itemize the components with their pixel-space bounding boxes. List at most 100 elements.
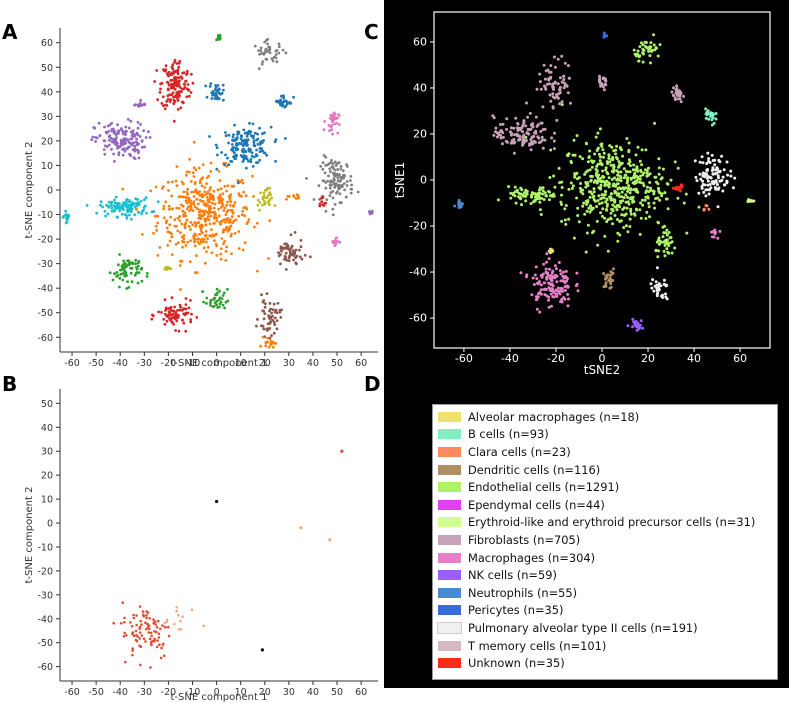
data-point: [110, 129, 114, 133]
x-tick-label: -20: [161, 358, 177, 369]
data-point: [106, 212, 110, 216]
data-point: [247, 147, 251, 151]
data-point: [176, 216, 180, 220]
data-point: [335, 191, 338, 195]
data-point: [542, 198, 546, 201]
data-point: [245, 207, 249, 211]
data-point: [216, 84, 220, 87]
data-point: [349, 187, 353, 191]
data-point: [566, 292, 570, 296]
data-point: [284, 255, 287, 259]
legend-swatch: [438, 464, 461, 475]
data-point: [263, 51, 267, 54]
data-point: [706, 188, 710, 192]
data-point: [327, 162, 331, 166]
data-point: [222, 88, 225, 92]
data-point: [331, 162, 335, 166]
data-point: [214, 213, 217, 217]
data-point: [274, 53, 278, 56]
data-point: [145, 627, 148, 631]
data-point: [110, 209, 114, 213]
data-point: [602, 151, 606, 155]
legend-label: Pericytes (n=35): [468, 603, 564, 618]
data-point: [698, 172, 702, 176]
data-point: [230, 252, 233, 256]
data-point: [136, 103, 140, 107]
data-point: [180, 235, 184, 239]
data-point: [273, 204, 277, 207]
data-point: [190, 190, 194, 194]
data-point: [191, 81, 195, 85]
data-point: [548, 176, 552, 179]
data-point: [273, 140, 277, 144]
data-point: [177, 65, 181, 69]
data-point: [284, 251, 288, 255]
data-point: [537, 188, 541, 192]
data-point: [657, 249, 661, 253]
data-point: [202, 624, 205, 628]
data-point: [270, 196, 273, 200]
data-point: [535, 277, 539, 281]
data-point: [525, 192, 529, 196]
data-point: [610, 145, 614, 149]
data-point: [267, 193, 270, 197]
data-point: [628, 197, 632, 201]
data-point: [533, 199, 537, 203]
data-point: [543, 127, 547, 131]
data-point: [551, 82, 555, 86]
data-point: [340, 183, 344, 187]
data-point: [553, 65, 557, 69]
data-point: [271, 341, 275, 345]
data-point: [161, 642, 165, 646]
data-point: [643, 40, 647, 44]
data-point: [225, 245, 229, 249]
data-point: [247, 218, 251, 221]
data-point: [253, 225, 256, 229]
data-point: [114, 195, 118, 199]
data-point: [149, 189, 153, 193]
data-point: [286, 194, 290, 198]
data-point: [607, 154, 611, 158]
data-point: [275, 327, 279, 331]
y-tick-label: -10: [37, 542, 53, 553]
data-point: [117, 151, 121, 155]
data-point: [121, 187, 125, 191]
data-point: [588, 168, 592, 172]
data-point: [712, 235, 716, 239]
data-point: [569, 101, 572, 105]
data-point: [241, 160, 245, 163]
data-point: [562, 270, 565, 274]
data-point: [595, 205, 599, 208]
data-point: [539, 129, 543, 133]
data-point: [633, 213, 637, 217]
data-point: [332, 182, 336, 186]
data-point: [209, 299, 213, 302]
data-point: [170, 83, 174, 87]
data-point: [279, 245, 283, 249]
data-point: [650, 286, 654, 290]
data-point: [519, 186, 523, 190]
data-point: [664, 292, 667, 296]
data-point: [180, 259, 184, 263]
data-point: [631, 198, 635, 202]
data-point: [340, 449, 344, 453]
data-point: [145, 616, 148, 620]
data-point: [195, 254, 198, 258]
data-point: [231, 135, 235, 139]
data-point: [602, 272, 606, 275]
data-point: [658, 198, 662, 202]
data-point: [208, 197, 212, 201]
data-point: [264, 344, 268, 348]
data-point: [132, 613, 135, 617]
data-point: [262, 327, 266, 331]
data-point: [131, 203, 135, 207]
data-point: [160, 102, 164, 105]
data-point: [147, 130, 150, 134]
data-point: [226, 208, 230, 212]
data-point: [636, 49, 640, 53]
data-point: [131, 129, 135, 133]
legend-label: Macrophages (n=304): [468, 550, 596, 565]
data-point: [640, 163, 644, 167]
data-point: [209, 301, 212, 305]
data-point: [280, 94, 283, 98]
